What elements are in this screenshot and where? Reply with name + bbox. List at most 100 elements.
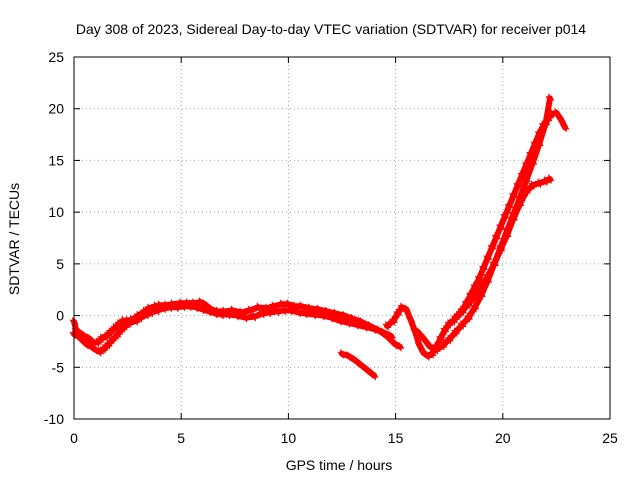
data-point xyxy=(412,326,422,336)
plot-frame xyxy=(73,56,611,420)
data-point xyxy=(93,337,102,348)
data-point xyxy=(258,308,267,319)
data-point xyxy=(560,122,570,132)
data-point xyxy=(361,322,370,332)
data-point xyxy=(464,299,473,309)
data-point xyxy=(318,310,327,321)
y-tick-label: 20 xyxy=(48,101,64,117)
data-point xyxy=(378,327,387,337)
data-point xyxy=(490,259,499,269)
y-tick-label: 10 xyxy=(48,204,64,220)
chart-title: Day 308 of 2023, Sidereal Day-to-day VTE… xyxy=(76,21,586,37)
data-point xyxy=(179,301,188,311)
data-point xyxy=(545,93,555,103)
data-point xyxy=(232,310,242,321)
x-tick-label: 0 xyxy=(70,430,78,446)
data-point xyxy=(438,340,447,351)
data-point xyxy=(541,176,550,186)
data-point xyxy=(264,307,274,318)
data-point xyxy=(294,307,304,318)
series-band xyxy=(452,176,553,321)
data-point xyxy=(369,324,379,334)
data-point xyxy=(500,211,510,221)
data-point xyxy=(217,309,227,320)
data-point xyxy=(483,253,492,263)
data-point xyxy=(522,175,531,185)
data-point xyxy=(99,344,109,354)
x-tick-label: 15 xyxy=(388,430,404,446)
data-point xyxy=(515,199,525,209)
data-point xyxy=(344,351,353,361)
y-tick-label: -5 xyxy=(52,359,65,375)
data-point xyxy=(457,306,467,317)
data-point xyxy=(116,325,126,335)
x-tick-label: 10 xyxy=(281,430,297,446)
data-point xyxy=(487,242,497,252)
data-point xyxy=(249,312,259,322)
data-point xyxy=(125,318,134,328)
data-point xyxy=(350,355,360,365)
data-point xyxy=(517,170,527,180)
data-point xyxy=(97,333,107,343)
data-point xyxy=(363,365,372,375)
data-point xyxy=(496,222,505,232)
y-tick-label: 15 xyxy=(48,152,64,168)
data-point xyxy=(552,108,561,118)
data-point xyxy=(528,157,538,168)
data-point xyxy=(535,178,544,188)
data-point xyxy=(344,318,353,328)
data-point xyxy=(451,313,460,323)
y-axis-label: SDTVAR / TECUs xyxy=(6,183,22,295)
data-point xyxy=(273,306,282,317)
data-point xyxy=(522,159,531,170)
data-point xyxy=(425,342,435,352)
data-point xyxy=(509,190,518,201)
data-point xyxy=(95,347,104,357)
data-point xyxy=(136,313,145,323)
data-point xyxy=(483,271,492,281)
data-point xyxy=(535,139,544,149)
data-point xyxy=(505,201,514,211)
data-point xyxy=(131,316,141,326)
data-point xyxy=(528,180,538,190)
data-point xyxy=(159,303,169,313)
data-point xyxy=(286,305,295,315)
data-point xyxy=(445,319,454,329)
data-point xyxy=(457,320,467,330)
data-point xyxy=(357,360,366,370)
data-point xyxy=(322,306,332,317)
series-band xyxy=(414,95,553,353)
data-point xyxy=(423,351,432,361)
y-tick-label: -10 xyxy=(44,411,64,427)
series-track-b xyxy=(69,301,396,357)
series-track-f xyxy=(451,174,555,323)
data-point xyxy=(393,308,402,319)
data-point xyxy=(479,263,488,273)
data-point xyxy=(254,302,263,312)
data-point xyxy=(496,244,505,254)
data-point xyxy=(406,315,415,325)
data-point xyxy=(166,302,175,312)
series-track-c xyxy=(337,349,379,381)
data-point xyxy=(297,301,306,311)
data-point xyxy=(470,291,480,301)
x-tick-label: 5 xyxy=(177,430,185,446)
data-point xyxy=(290,301,300,311)
data-point xyxy=(369,370,379,381)
data-point xyxy=(395,342,405,352)
data-point xyxy=(309,309,319,320)
data-point xyxy=(331,308,340,319)
data-point xyxy=(464,313,473,323)
data-point xyxy=(502,230,512,240)
y-tick-label: 0 xyxy=(56,308,64,324)
data-point xyxy=(432,345,441,355)
grid-layer xyxy=(74,57,610,419)
y-tick-label: 5 xyxy=(56,256,64,272)
data-point xyxy=(414,339,424,350)
data-point xyxy=(509,213,518,223)
data-point xyxy=(108,334,117,344)
data-point xyxy=(522,186,531,197)
data-point xyxy=(327,313,336,323)
data-point xyxy=(477,282,486,292)
